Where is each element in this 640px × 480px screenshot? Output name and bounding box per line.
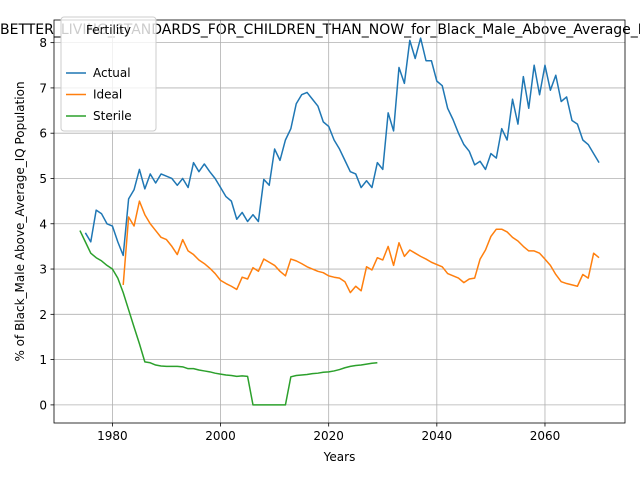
series-line-sterile — [79, 230, 378, 406]
y-tick-label: 3 — [39, 263, 47, 277]
y-axis-label: % of Black_Male Above_Average_IQ Populat… — [13, 81, 27, 361]
y-tick-label: 6 — [39, 127, 47, 141]
x-axis-label: Years — [323, 450, 356, 464]
x-tick-label: 2000 — [205, 429, 236, 443]
x-tick-label: 2040 — [422, 429, 453, 443]
chart-title: BETTER_LIVING_STANDARDS_FOR_CHILDREN_THA… — [0, 22, 640, 38]
x-tick-label: 1980 — [97, 429, 128, 443]
legend-box — [60, 16, 157, 132]
legend: Fertility Actual Ideal Sterile — [60, 16, 157, 132]
legend-label-ideal: Ideal — [93, 88, 122, 102]
legend-label-actual: Actual — [93, 66, 131, 80]
x-tick-label: 2060 — [530, 429, 561, 443]
legend-label-sterile: Sterile — [93, 109, 132, 123]
axis-ticks: 1980 2000 2020 2040 2060 0 1 2 3 4 5 6 7 8 — [39, 36, 560, 443]
series-line-actual — [84, 37, 600, 257]
y-tick-label: 7 — [39, 81, 47, 95]
plot-area — [53, 19, 626, 424]
series-line-ideal — [122, 200, 600, 294]
y-tick-label: 8 — [39, 36, 47, 50]
x-tick-label: 2020 — [313, 429, 344, 443]
y-tick-label: 5 — [39, 172, 47, 186]
series-lines — [79, 37, 600, 406]
y-tick-label: 4 — [39, 217, 47, 231]
y-tick-label: 0 — [39, 398, 47, 412]
legend-title: Fertility — [86, 23, 131, 37]
y-tick-label: 2 — [39, 308, 47, 322]
y-tick-label: 1 — [39, 353, 47, 367]
